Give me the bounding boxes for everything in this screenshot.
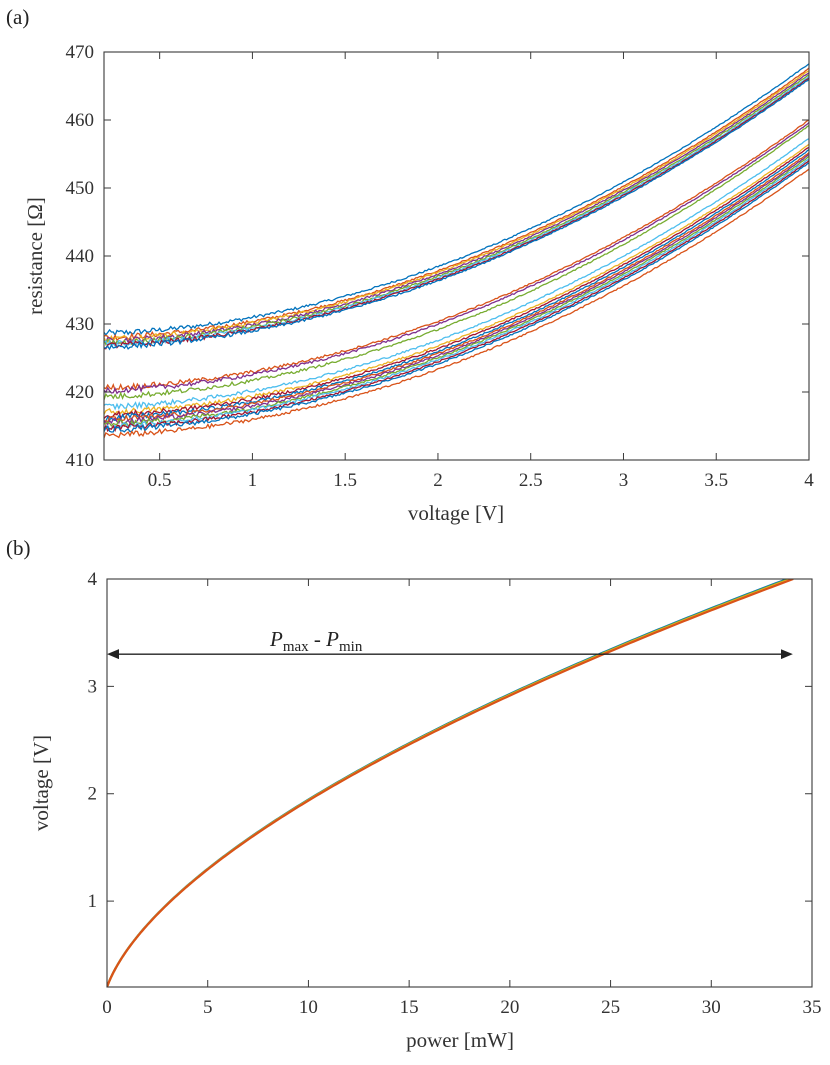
panel-b-series-group (107, 579, 794, 987)
panel-a-series-line-13 (104, 143, 809, 416)
panel-b-x-axis-label: power [mW] (406, 1028, 514, 1052)
panel-a-series-line-3 (104, 70, 809, 343)
panel-a-label: (a) (6, 5, 29, 29)
panel-a-series-line-9 (104, 119, 809, 392)
panel-a-ytick-label: 450 (66, 178, 95, 199)
panel-b-xtick-label: 0 (102, 997, 112, 1018)
panel-b-y-axis-label: voltage [V] (29, 735, 53, 831)
panel-b-label: (b) (6, 536, 31, 560)
panel-a-axes-frame (103, 51, 810, 461)
panel-a-xtick-label: 3 (619, 470, 629, 491)
panel-b-xtick-label: 10 (299, 997, 318, 1018)
panel-a-series-line-6 (104, 75, 809, 348)
panel-a-xtick-label: 4 (804, 470, 814, 491)
panel-b-series-line-1 (107, 579, 788, 987)
panel-a-ytick-label: 440 (66, 246, 95, 267)
panel-a-series-line-2 (104, 67, 809, 342)
panel-b-series-line-3 (107, 579, 792, 987)
ann-p1: P (269, 627, 283, 651)
ann-mid: - (309, 627, 327, 651)
panel-a-xtick-label: 1 (248, 470, 258, 491)
panel-a-xtick-label: 2 (433, 470, 443, 491)
panel-a-series-line-22 (104, 168, 809, 439)
panel-a-series-line-16 (104, 152, 809, 424)
panel-b-xtick-label: 15 (400, 997, 419, 1018)
panel-a-series-line-20 (104, 160, 809, 433)
panel-b-axes-frame (106, 578, 813, 988)
ann-sub1: max (283, 639, 309, 655)
panel-a-series-line-21 (104, 162, 809, 433)
panel-a-y-ticks: 410 420 430 440 450 460 470 (66, 42, 809, 471)
panel-a-series-line-10 (104, 121, 809, 395)
panel-a-ytick-label: 460 (66, 110, 95, 131)
panel-b-ytick-label: 3 (88, 676, 98, 697)
panel-a-series-line-19 (104, 158, 809, 430)
panel-b-xtick-label: 20 (500, 997, 519, 1018)
panel-a-series-line-12 (104, 138, 809, 411)
ann-sub2: min (339, 639, 363, 655)
panel-a-series-line-18 (104, 155, 809, 428)
panel-b-xtick-label: 25 (601, 997, 620, 1018)
panel-b: (b) 0 5 10 15 20 25 30 35 1 2 3 4 Pmax - Pmin powe… (6, 536, 822, 1052)
panel-b-ytick-label: 4 (88, 569, 98, 590)
panel-a: (a) 0.5 1 1.5 2 2.5 3 3.5 4 4104204304404504604… (6, 5, 814, 525)
panel-a-xtick-label: 2.5 (519, 470, 543, 491)
panel-b-xtick-label: 35 (803, 997, 822, 1018)
panel-a-series-line-14 (104, 146, 809, 420)
panel-a-series-line-17 (104, 153, 809, 426)
panel-a-ytick-label: 470 (66, 42, 95, 63)
panel-b-x-ticks: 0 5 10 15 20 25 30 35 (102, 579, 822, 1018)
panel-a-series-line-1 (104, 63, 809, 337)
panel-a-xtick-label: 1.5 (333, 470, 357, 491)
panel-a-x-ticks: 0.5 1 1.5 2 2.5 3 3.5 4 (148, 52, 814, 491)
panel-a-series-line-11 (104, 125, 809, 401)
panel-b-series-line-2 (107, 579, 790, 987)
pmax-pmin-annotation: Pmax - Pmin (269, 627, 363, 655)
panel-a-series-line-8 (104, 79, 809, 351)
ann-p2: P (325, 627, 339, 651)
panel-b-ytick-label: 2 (88, 784, 98, 805)
panel-b-y-ticks: 1 2 3 4 (88, 569, 812, 912)
panel-b-xtick-label: 5 (203, 997, 213, 1018)
panel-a-ytick-label: 430 (66, 314, 95, 335)
panel-a-series-line-4 (104, 72, 809, 344)
panel-a-x-axis-label: voltage [V] (408, 501, 504, 525)
panel-a-ytick-label: 420 (66, 382, 95, 403)
panel-a-xtick-label: 0.5 (148, 470, 172, 491)
panel-b-series-line-4 (107, 579, 794, 987)
panel-a-y-axis-label: resistance [Ω] (23, 197, 47, 315)
panel-b-xtick-label: 30 (702, 997, 721, 1018)
panel-a-xtick-label: 3.5 (704, 470, 728, 491)
panel-a-series-line-15 (104, 149, 809, 422)
panel-a-ytick-label: 410 (66, 450, 95, 471)
panel-b-ytick-label: 1 (88, 891, 98, 912)
panel-a-series-group (104, 63, 809, 439)
panel-a-series-line-7 (104, 77, 809, 350)
